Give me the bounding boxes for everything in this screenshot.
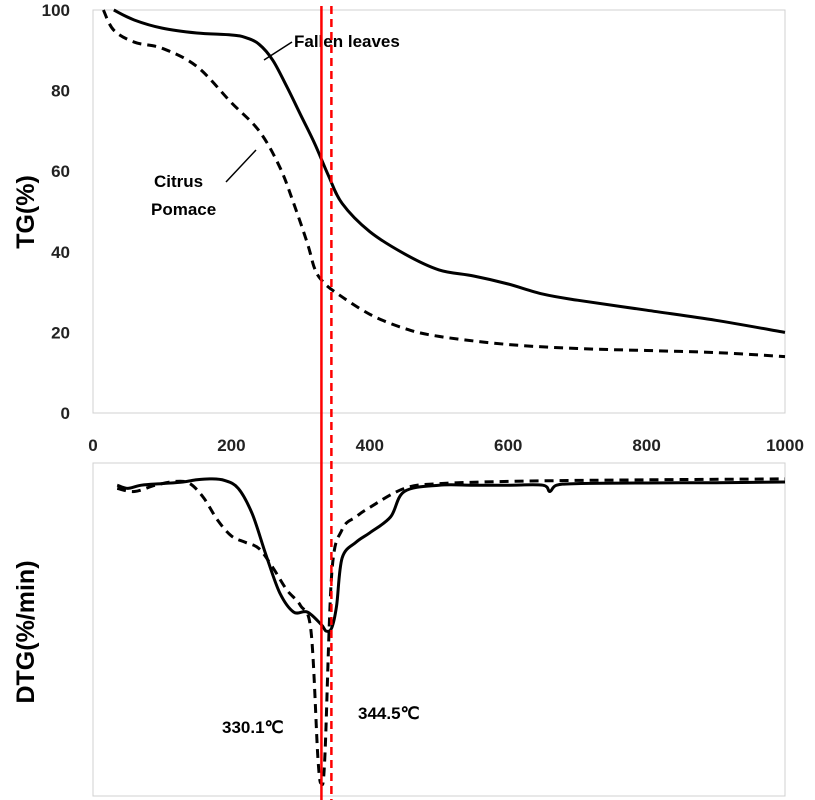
dtg-plot-frame: [92, 462, 786, 797]
x-tick-label: 800: [632, 436, 660, 455]
dtg-citrus-pomace-line: [116, 477, 786, 786]
tg-y-tick-label: 100: [42, 1, 70, 20]
tg-plot-frame: [92, 9, 786, 414]
peak-label-330: 330.1℃: [222, 718, 284, 737]
tg-citrus-pomace-line: [102, 9, 786, 359]
dtg-y-axis-label: DTG(%/min): [12, 560, 40, 703]
citrus-pomace-label-line2: Pomace: [151, 200, 216, 219]
tg-y-tick-label: 60: [51, 162, 70, 181]
dtg-series-group: [116, 477, 786, 786]
x-tick-label: 1000: [766, 436, 804, 455]
tg-y-tick-label: 20: [51, 323, 70, 342]
x-tick-label: 600: [494, 436, 522, 455]
tg-y-tick-label: 0: [61, 404, 70, 423]
tg-y-axis-label: TG(%): [12, 175, 40, 249]
tg-y-axis-ticks: 0 20 40 60 80 100: [42, 1, 70, 423]
tg-fallen-leaves-line: [113, 8, 786, 334]
x-tick-label: 0: [88, 436, 97, 455]
tg-x-axis-ticks: 0 200 400 600 800 1000: [88, 436, 804, 455]
tg-series-group: [102, 8, 786, 359]
tg-y-tick-label: 80: [51, 82, 70, 101]
reference-lines: [320, 6, 333, 800]
x-tick-label: 400: [356, 436, 384, 455]
citrus-pomace-label-line1: Citrus: [154, 172, 203, 191]
fallen-leaves-leader-line: [263, 41, 293, 61]
fallen-leaves-label: Fallen leaves: [294, 32, 400, 51]
dtg-fallen-leaves-line: [116, 477, 786, 633]
x-tick-label: 200: [217, 436, 245, 455]
peak-label-344: 344.5℃: [358, 704, 420, 723]
citrus-pomace-leader-line: [225, 149, 257, 183]
tg-y-tick-label: 40: [51, 243, 70, 262]
